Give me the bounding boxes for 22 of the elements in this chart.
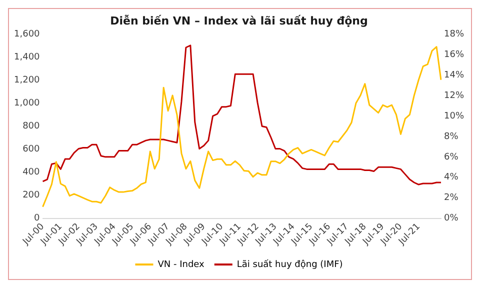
y-tick-label: 800 bbox=[22, 122, 40, 132]
y-tick-label: 1,200 bbox=[14, 76, 40, 86]
chart-title: Diễn biến VN – Index và lãi suất huy động bbox=[110, 14, 368, 28]
y-tick-label: 600 bbox=[22, 144, 40, 155]
y2-tick-label: 12% bbox=[444, 90, 464, 101]
y2-tick-label: 14% bbox=[444, 70, 464, 80]
y2-tick-label: 6% bbox=[444, 152, 459, 162]
y-tick-label: 1,000 bbox=[14, 98, 40, 109]
legend-label: Lãi suất huy động (IMF) bbox=[236, 258, 343, 270]
y2-tick-label: 4% bbox=[444, 172, 459, 183]
y2-tick-label: 10% bbox=[444, 111, 464, 122]
y2-tick-label: 2% bbox=[444, 193, 459, 204]
y-tick-label: 1,400 bbox=[14, 52, 40, 63]
y2-tick-label: 8% bbox=[444, 132, 459, 142]
y-tick-label: 400 bbox=[22, 168, 40, 178]
y2-tick-label: 18% bbox=[444, 30, 464, 40]
legend-label: VN - Index bbox=[158, 260, 206, 270]
y2-tick-label: 16% bbox=[444, 50, 464, 60]
y-tick-label: 1,600 bbox=[14, 30, 40, 40]
y-tick-label: 0 bbox=[34, 214, 40, 224]
y-tick-label: 200 bbox=[22, 190, 40, 201]
y2-tick-label: 0% bbox=[444, 214, 459, 224]
